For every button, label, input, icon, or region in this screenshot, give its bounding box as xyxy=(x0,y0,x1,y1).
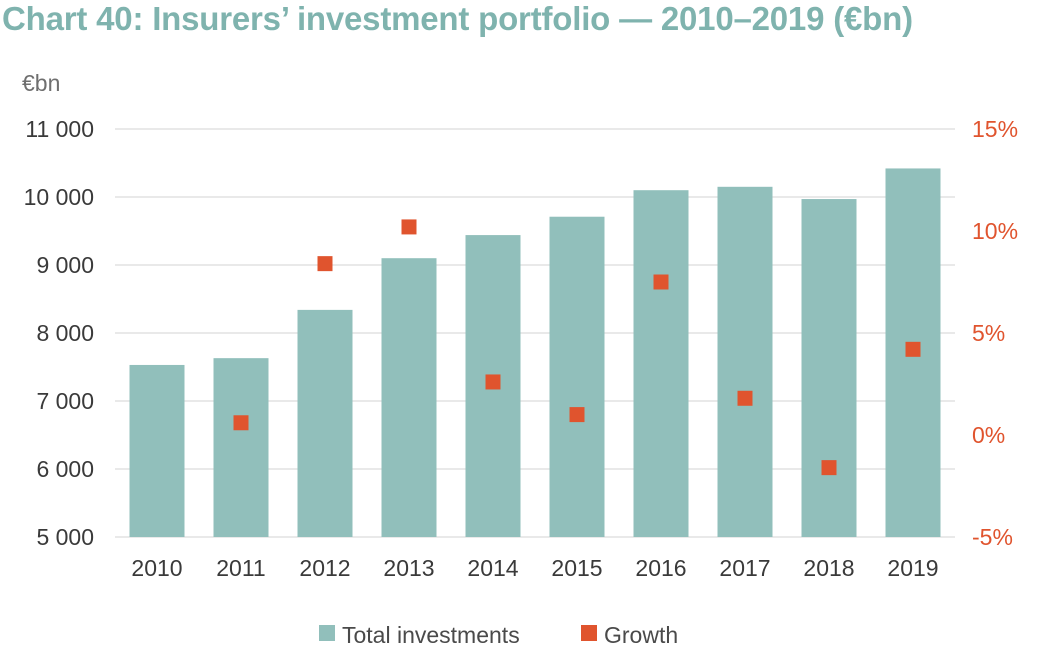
right-tick-label: 15% xyxy=(972,116,1018,142)
chart-title: Chart 40: Insurers’ investment portfolio… xyxy=(2,0,913,37)
legend-label-total-investments: Total investments xyxy=(342,622,520,648)
bar xyxy=(297,309,353,537)
growth-point xyxy=(485,374,501,390)
left-tick-label: 11 000 xyxy=(25,116,94,142)
axes: 5 000 6 000 7 000 8 000 9 000 10 000 11 000 €bn… xyxy=(22,70,1018,581)
legend-label-growth: Growth xyxy=(604,622,678,648)
growth-point xyxy=(821,460,837,476)
growth-point xyxy=(737,390,753,406)
left-tick-label: 6 000 xyxy=(36,456,94,482)
bar xyxy=(633,190,689,537)
left-axis-unit: €bn xyxy=(22,70,60,96)
growth-point xyxy=(317,256,333,272)
growth-point xyxy=(569,407,585,423)
x-tick-label: 2017 xyxy=(719,555,770,581)
growth-point xyxy=(401,219,417,235)
right-tick-label: -5% xyxy=(972,524,1013,550)
right-tick-label: 0% xyxy=(972,422,1005,448)
bar xyxy=(213,358,269,537)
bar xyxy=(717,186,773,538)
x-tick-label: 2010 xyxy=(131,555,182,581)
left-tick-label: 9 000 xyxy=(36,252,94,278)
left-tick-label: 8 000 xyxy=(36,320,94,346)
bar xyxy=(801,199,857,538)
x-tick-label: 2014 xyxy=(467,555,518,581)
x-tick-label: 2019 xyxy=(887,555,938,581)
legend: Total investments Growth xyxy=(319,622,678,648)
growth-point xyxy=(653,274,669,290)
bars xyxy=(129,168,941,538)
x-tick-label: 2013 xyxy=(383,555,434,581)
left-tick-label: 10 000 xyxy=(24,184,94,210)
x-tick-label: 2016 xyxy=(635,555,686,581)
x-tick-label: 2011 xyxy=(216,555,265,581)
growth-point xyxy=(233,415,249,431)
legend-swatch-total-investments xyxy=(319,625,335,641)
bar xyxy=(549,216,605,537)
x-tick-label: 2012 xyxy=(299,555,350,581)
x-tick-label: 2018 xyxy=(803,555,854,581)
left-tick-label: 7 000 xyxy=(36,388,94,414)
x-tick-label: 2015 xyxy=(551,555,602,581)
growth-points xyxy=(233,219,921,476)
right-tick-label: 10% xyxy=(972,218,1018,244)
bar xyxy=(381,258,437,537)
growth-point xyxy=(905,341,921,357)
legend-swatch-growth xyxy=(581,625,597,641)
left-tick-label: 5 000 xyxy=(36,524,94,550)
bar xyxy=(129,364,185,537)
right-tick-label: 5% xyxy=(972,320,1005,346)
